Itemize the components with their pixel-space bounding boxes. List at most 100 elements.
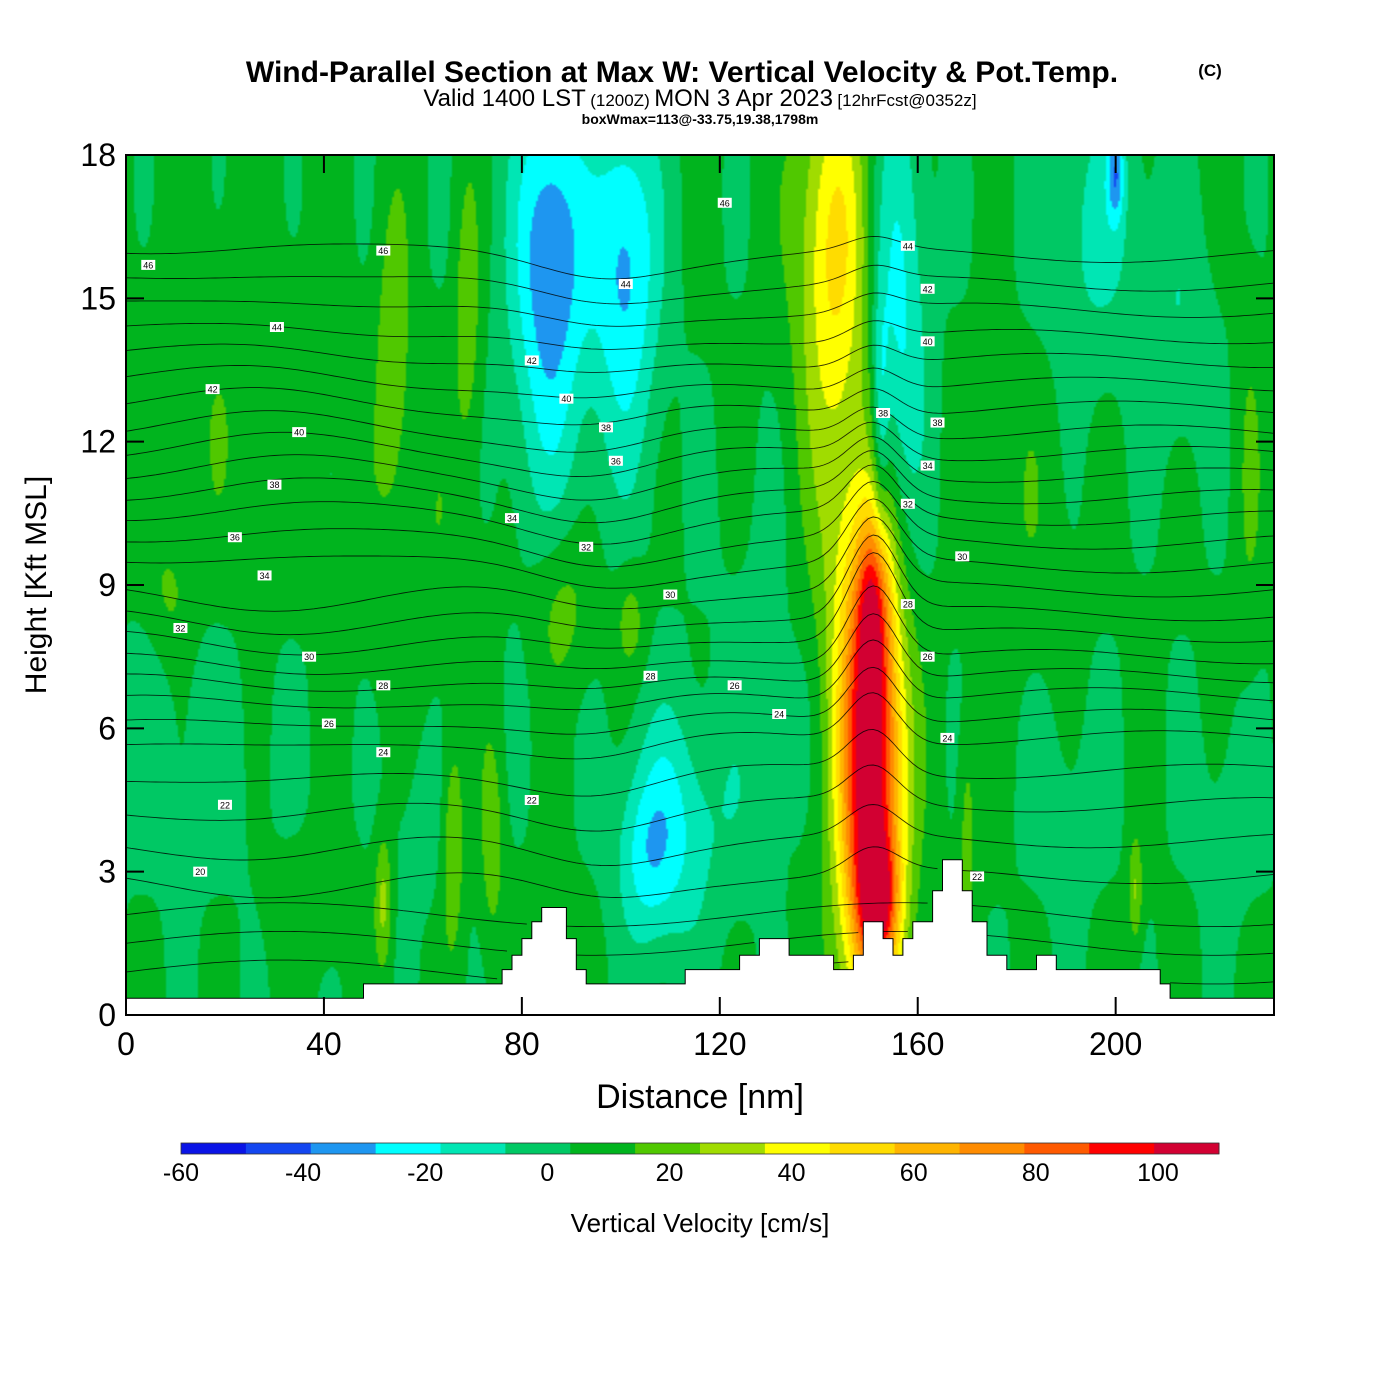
colorbar-tick-label: 0: [540, 1159, 554, 1187]
isentrope-line: [126, 498, 1274, 589]
isentrope-label: 42: [920, 283, 935, 294]
isentrope-label: 46: [717, 197, 732, 208]
isentrope-label-text: 38: [269, 480, 279, 490]
x-axis: 0 40 80 120 160 200: [117, 155, 1142, 1062]
isentrope-line: [126, 450, 1274, 524]
isentrope-label-text: 36: [611, 456, 621, 466]
colorbar-swatch: [375, 1143, 442, 1154]
isentrope-label: 40: [920, 336, 935, 347]
colorbar-frame: [180, 1142, 1220, 1155]
isentrope-label-text: 26: [923, 652, 933, 662]
isentrope-label-text: 26: [730, 681, 740, 691]
valid-prefix: Valid 1400 LST: [423, 85, 586, 112]
isentrope-line: [126, 666, 1274, 735]
isentrope-label-text: 46: [720, 198, 730, 208]
isentrope-label-text: 34: [507, 514, 517, 524]
colorbar-swatch: [505, 1143, 571, 1154]
isentrope-label-text: 28: [378, 681, 388, 691]
isentrope-label-text: 44: [903, 241, 913, 251]
isentrope-line: [126, 728, 1274, 797]
isentrope-line: [126, 959, 1274, 985]
isentrope-label-text: 20: [195, 867, 205, 877]
colorbar-tick-label: 40: [778, 1159, 806, 1187]
isentrope-label-text: 30: [957, 552, 967, 562]
colorbar-swatch: [959, 1143, 1025, 1154]
isentrope-label: 46: [141, 259, 156, 270]
x-tick-label: 0: [117, 1026, 135, 1062]
y-tick-label: 12: [80, 424, 116, 460]
isentrope-line: [126, 764, 1274, 832]
isentrope-label: 22: [970, 871, 985, 882]
isentrope-label: 34: [920, 460, 935, 471]
colorbar-swatch: [1024, 1143, 1090, 1154]
colorbar-swatch: [829, 1143, 896, 1154]
isentrope-label: 44: [900, 240, 915, 251]
isentrope-label: 42: [524, 355, 539, 366]
isentrope-label-text: 32: [175, 624, 185, 634]
isentrope-label-text: 46: [378, 246, 388, 256]
colorbar-swatch: [635, 1143, 701, 1154]
isentrope-label: 38: [267, 479, 282, 490]
isentrope-label: 32: [900, 498, 915, 509]
title-block: Wind-Parallel Section at Max W: Vertical…: [246, 56, 1222, 127]
isentrope-label-text: 28: [646, 671, 656, 681]
isentrope-label-text: 28: [903, 600, 913, 610]
isentrope-label: 20: [193, 866, 208, 877]
chart-subtitle: Valid 1400 LST (1200Z) MON 3 Apr 2023 [1…: [423, 85, 976, 112]
isentrope-label: 32: [173, 623, 188, 634]
colorbar-swatch: [181, 1143, 247, 1154]
colorbar-swatch: [894, 1143, 961, 1154]
isentrope-line: [126, 235, 1274, 280]
isentrope-label: 38: [930, 417, 945, 428]
isentrope-line: [126, 804, 1274, 867]
isentrope-label-text: 32: [581, 542, 591, 552]
colorbar-swatch: [440, 1143, 506, 1154]
isentrope-line: [126, 292, 1274, 327]
isentrope-label-text: 34: [260, 571, 270, 581]
isentrope-label-text: 38: [878, 409, 888, 419]
isentrope-line: [126, 534, 1274, 636]
isentrope-line: [126, 406, 1274, 453]
colorbar-tick-label: 100: [1137, 1159, 1179, 1187]
isentrope-label-text: 22: [220, 800, 230, 810]
isentrope-label-text: 44: [272, 323, 282, 333]
valid-utc: (1200Z): [590, 91, 650, 110]
isentrope-label: 28: [376, 680, 391, 691]
isentrope-line: [126, 902, 1274, 928]
isentrope-label: 24: [772, 709, 787, 720]
valid-date: MON 3 Apr 2023: [654, 85, 833, 112]
isentrope-label-text: 40: [923, 337, 933, 347]
isentrope-line: [126, 613, 1274, 692]
isentrope-label: 40: [559, 393, 574, 404]
isentrope-line: [126, 846, 1274, 899]
isentrope-label-text: 34: [923, 461, 933, 471]
isentrope-line: [126, 343, 1274, 373]
isentrope-line: [126, 436, 1274, 501]
isentrope-line: [126, 464, 1274, 545]
isentrope-line: [126, 365, 1274, 399]
boxmax-label: boxWmax=113@-33.75,19.38,1798m: [582, 111, 819, 127]
isentrope-labels: 46 46 46 44 44 44 42 42 42 40 40 40 38 38 38 38 36 36 34 34…: [141, 197, 985, 882]
isentrope-label: 28: [900, 599, 915, 610]
isentrope-label-text: 40: [294, 428, 304, 438]
colorbar-tick-label: -40: [285, 1159, 321, 1187]
plot-area: 4646464444444242424040403838383836363434…: [20, 137, 1275, 1116]
colorbar-tick-label: -20: [407, 1159, 443, 1187]
colorbar-swatch: [1154, 1143, 1220, 1154]
isentrope-label: 32: [579, 541, 594, 552]
x-tick-label: 40: [306, 1026, 342, 1062]
isentrope-label: 36: [227, 532, 242, 543]
isentrope-label: 44: [269, 322, 284, 333]
y-tick-label: 6: [98, 710, 116, 746]
isentrope-line: [126, 930, 1274, 956]
colorbar-swatch: [1089, 1143, 1155, 1154]
colorbar-tick-label: 20: [656, 1159, 684, 1187]
isentrope-label-text: 38: [601, 423, 611, 433]
isentrope-label-text: 24: [942, 733, 952, 743]
isentrope-label-text: 42: [923, 284, 933, 294]
isentrope-line: [126, 585, 1274, 675]
isentrope-label-text: 36: [230, 533, 240, 543]
x-axis-label: Distance [nm]: [596, 1078, 804, 1116]
